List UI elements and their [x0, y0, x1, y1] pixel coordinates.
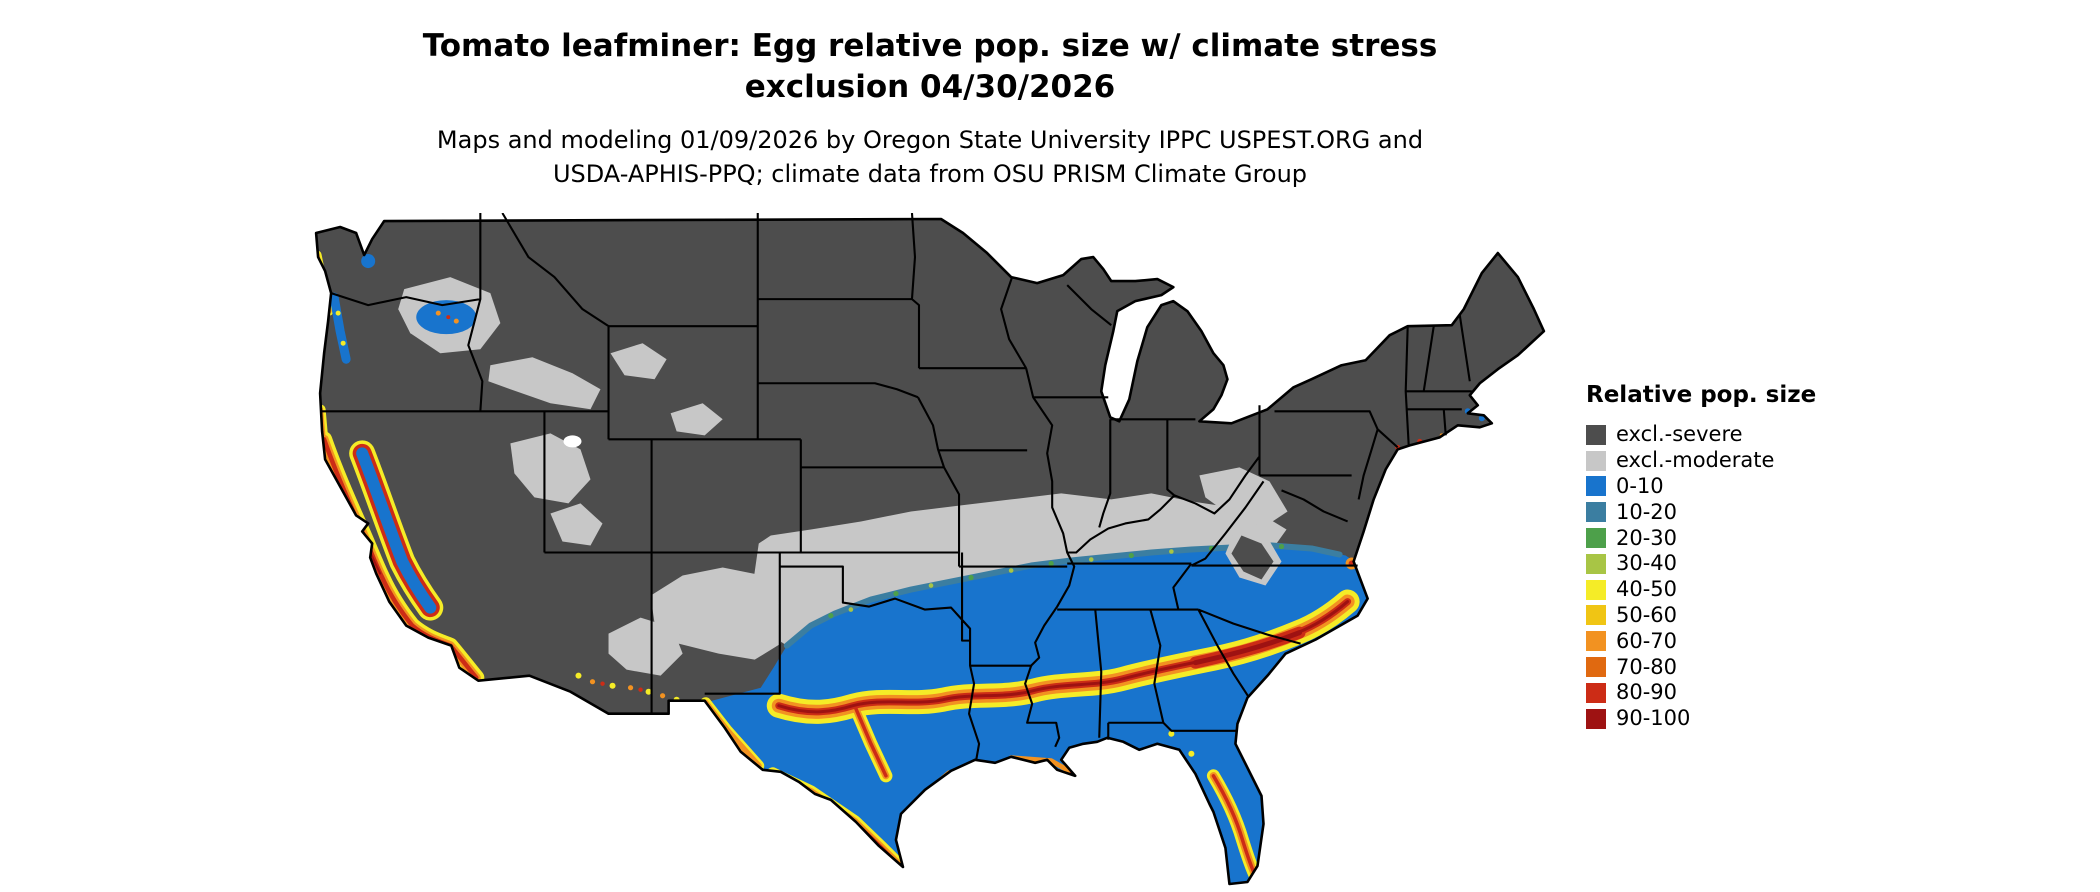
legend-item-label: 20-30 — [1616, 525, 1678, 550]
legend-swatch — [1586, 682, 1606, 703]
us-map — [310, 213, 1547, 892]
legend-item-label: 30-40 — [1616, 551, 1678, 576]
legend-item-label: 80-90 — [1616, 680, 1678, 705]
legend-item-10-20: 10-20 — [1586, 499, 1816, 525]
legend-item-0-10: 0-10 — [1586, 474, 1816, 500]
map-subtitle-line2: USDA-APHIS-PPQ; climate data from OSU PR… — [552, 159, 1308, 188]
legend-item-excl-severe: excl.-severe — [1586, 422, 1816, 448]
legend-swatch — [1586, 553, 1606, 574]
legend-item-label: excl.-moderate — [1616, 448, 1775, 473]
legend-title: Relative pop. size — [1586, 382, 1817, 408]
map-subtitle: Maps and modeling 01/09/2026 by Oregon S… — [280, 124, 1580, 191]
us-outline — [314, 217, 1546, 886]
legend-item-40-50: 40-50 — [1586, 577, 1816, 603]
legend-item-60-70: 60-70 — [1586, 628, 1816, 654]
legend-swatch — [1586, 450, 1606, 471]
legend-item-label: 0-10 — [1616, 473, 1664, 498]
legend-item-50-60: 50-60 — [1586, 603, 1816, 629]
legend-swatch — [1586, 657, 1606, 678]
map-title: Tomato leafminer: Egg relative pop. size… — [280, 26, 1580, 108]
legend-item-20-30: 20-30 — [1586, 525, 1816, 551]
legend-swatch — [1586, 708, 1606, 729]
legend-item-80-90: 80-90 — [1586, 680, 1816, 706]
state-borders — [320, 213, 1472, 761]
legend-item-label: 90-100 — [1616, 706, 1691, 731]
legend-item-label: 60-70 — [1616, 628, 1678, 653]
legend-swatch — [1586, 476, 1606, 497]
great-salt-lake — [563, 435, 582, 448]
legend-item-30-40: 30-40 — [1586, 551, 1816, 577]
legend-item-label: 70-80 — [1616, 654, 1678, 679]
zone-appalachian-severe — [1231, 535, 1274, 580]
map-title-line2: exclusion 04/30/2026 — [744, 68, 1116, 105]
legend-swatch — [1586, 631, 1606, 652]
map-subtitle-line1: Maps and modeling 01/09/2026 by Oregon S… — [436, 126, 1424, 154]
legend-swatch — [1586, 502, 1606, 523]
map-title-line1: Tomato leafminer: Egg relative pop. size… — [422, 28, 1438, 64]
legend-item-label: 10-20 — [1616, 499, 1678, 524]
legend-item-label: 40-50 — [1616, 577, 1678, 602]
legend-swatch — [1586, 579, 1606, 600]
legend: Relative pop. size excl.-severe excl.-mo… — [1586, 382, 1816, 732]
legend-swatch — [1586, 528, 1606, 549]
zone-valley-blue — [329, 292, 437, 614]
legend-swatch — [1586, 605, 1606, 626]
legend-swatch — [1586, 424, 1606, 445]
zone-yellow-specks — [335, 310, 1195, 757]
legend-item-label: excl.-severe — [1616, 422, 1743, 447]
legend-item-70-80: 70-80 — [1586, 654, 1816, 680]
legend-item-90-100: 90-100 — [1586, 706, 1816, 732]
legend-item-excl-moderate: excl.-moderate — [1586, 448, 1816, 474]
legend-item-label: 50-60 — [1616, 602, 1678, 627]
